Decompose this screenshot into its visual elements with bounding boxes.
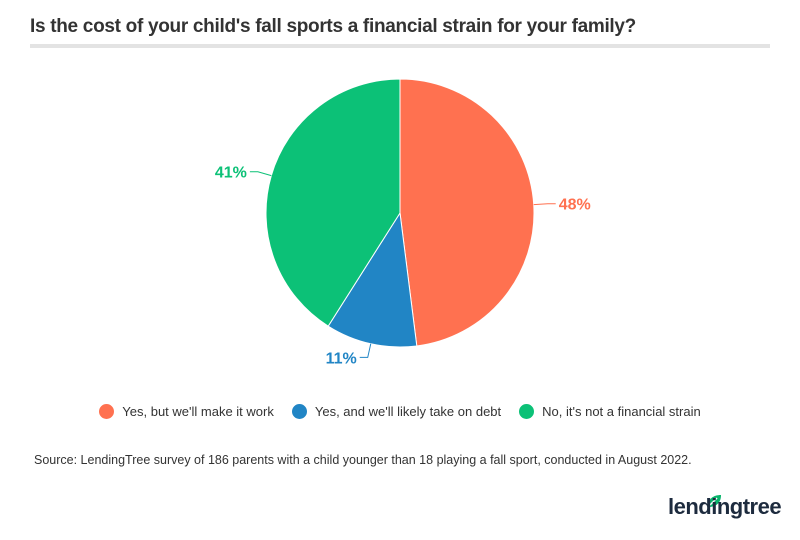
legend-item: Yes, but we'll make it work [99,404,274,419]
legend-swatch [99,404,115,419]
data-label: 41% [215,165,247,182]
legend: Yes, but we'll make it work Yes, and we'… [0,404,800,419]
leader-line [359,343,372,358]
pie-chart: 48% 11% 41% [215,78,591,367]
legend-swatch [291,404,307,419]
source-note: Source: LendingTree survey of 186 parent… [34,453,692,467]
title-divider [30,44,770,48]
legend-item: Yes, and we'll likely take on debt [291,404,502,419]
lendingtree-logo: lendingtree [668,494,782,519]
leader-line [533,203,556,206]
leader-line [249,171,272,177]
data-label: 11% [326,350,357,367]
leaf-icon [708,495,721,507]
data-label: 48% [559,197,591,214]
pie-slice [327,211,418,348]
legend-label: Yes, and we'll likely take on debt [314,404,502,419]
pie-slice [399,78,535,347]
legend-label: No, it's not a financial strain [542,404,701,419]
legend-label: Yes, but we'll make it work [122,404,274,419]
chart-title: Is the cost of your child's fall sports … [30,16,636,37]
legend-item: No, it's not a financial strain [519,404,701,419]
legend-swatch [519,404,535,419]
